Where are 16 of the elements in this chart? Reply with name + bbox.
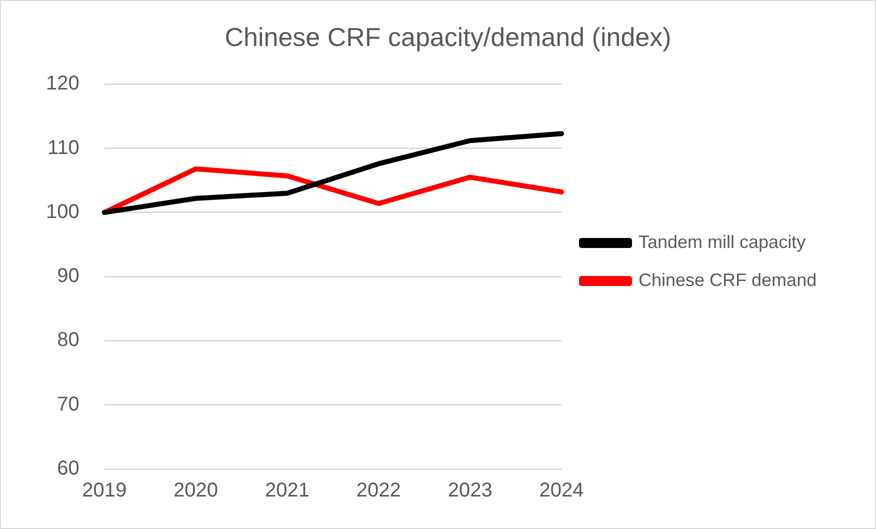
legend-label: Tandem mill capacity [638,232,806,252]
x-tick-label: 2024 [539,480,584,502]
x-tick-label: 2020 [174,480,218,502]
chart-title: Chinese CRF capacity/demand (index) [224,22,672,52]
x-tick-label: 2022 [356,480,401,502]
y-tick-label: 120 [46,72,80,95]
y-tick-label: 80 [57,329,80,352]
x-tick-label: 2023 [448,480,492,502]
legend-label: Chinese CRF demand [638,270,817,290]
y-tick-label: 100 [46,200,80,223]
x-tick-label: 2021 [264,480,310,502]
y-tick-label: 60 [57,458,80,480]
x-tick-label: 2019 [82,480,127,502]
y-tick-label: 110 [47,136,80,159]
y-tick-label: 70 [57,393,80,416]
y-tick-label: 90 [57,265,80,288]
